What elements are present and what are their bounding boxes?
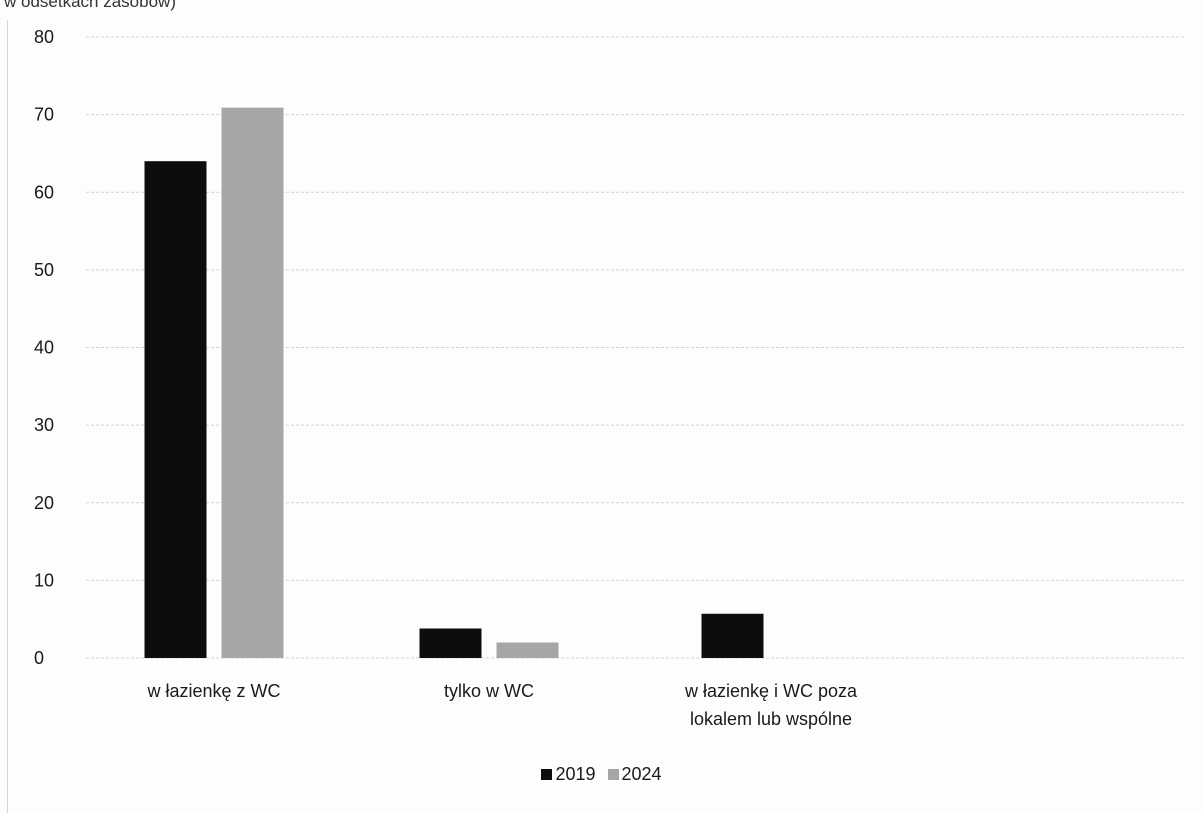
y-tick-label: 50 <box>34 260 54 280</box>
header-fragment: w odsetkach zasobów) <box>4 0 176 11</box>
y-tick-label: 60 <box>34 182 54 202</box>
x-category-label: w łazienkę i WC poza <box>684 681 858 701</box>
bar-2019-1 <box>419 628 482 658</box>
y-tick-label: 70 <box>34 105 54 125</box>
x-axis-labels: w łazienkę z WC tylko w WC w łazienkę i WC… <box>146 681 858 729</box>
x-category-label: tylko w WC <box>444 681 534 701</box>
y-tick-label: 10 <box>34 570 54 590</box>
y-axis-ticks: 0 10 20 30 40 50 60 70 80 <box>34 27 54 668</box>
x-category-label: w łazienkę z WC <box>146 681 280 701</box>
bar-2019-2 <box>701 613 764 658</box>
legend-label-2024: 2024 <box>621 764 662 784</box>
y-tick-label: 30 <box>34 415 54 435</box>
x-category-label: lokalem lub wspólne <box>690 709 852 729</box>
gridlines <box>86 36 1185 659</box>
legend-swatch-2024 <box>607 769 619 780</box>
y-tick-label: 80 <box>34 27 54 47</box>
legend-item-2019: 2019 <box>541 764 596 785</box>
legend-label-2019: 2019 <box>555 764 596 784</box>
bar-2024-0 <box>221 107 284 659</box>
bars <box>144 107 764 659</box>
bar-2019-0 <box>144 161 207 658</box>
legend: 2019 2024 <box>0 764 1203 785</box>
y-tick-label: 40 <box>34 338 54 358</box>
chart-border <box>7 20 8 813</box>
y-tick-label: 0 <box>34 648 44 668</box>
y-tick-label: 20 <box>34 493 54 513</box>
legend-swatch-2019 <box>541 769 553 780</box>
legend-item-2024: 2024 <box>607 764 662 785</box>
bar-2024-1 <box>496 642 559 658</box>
